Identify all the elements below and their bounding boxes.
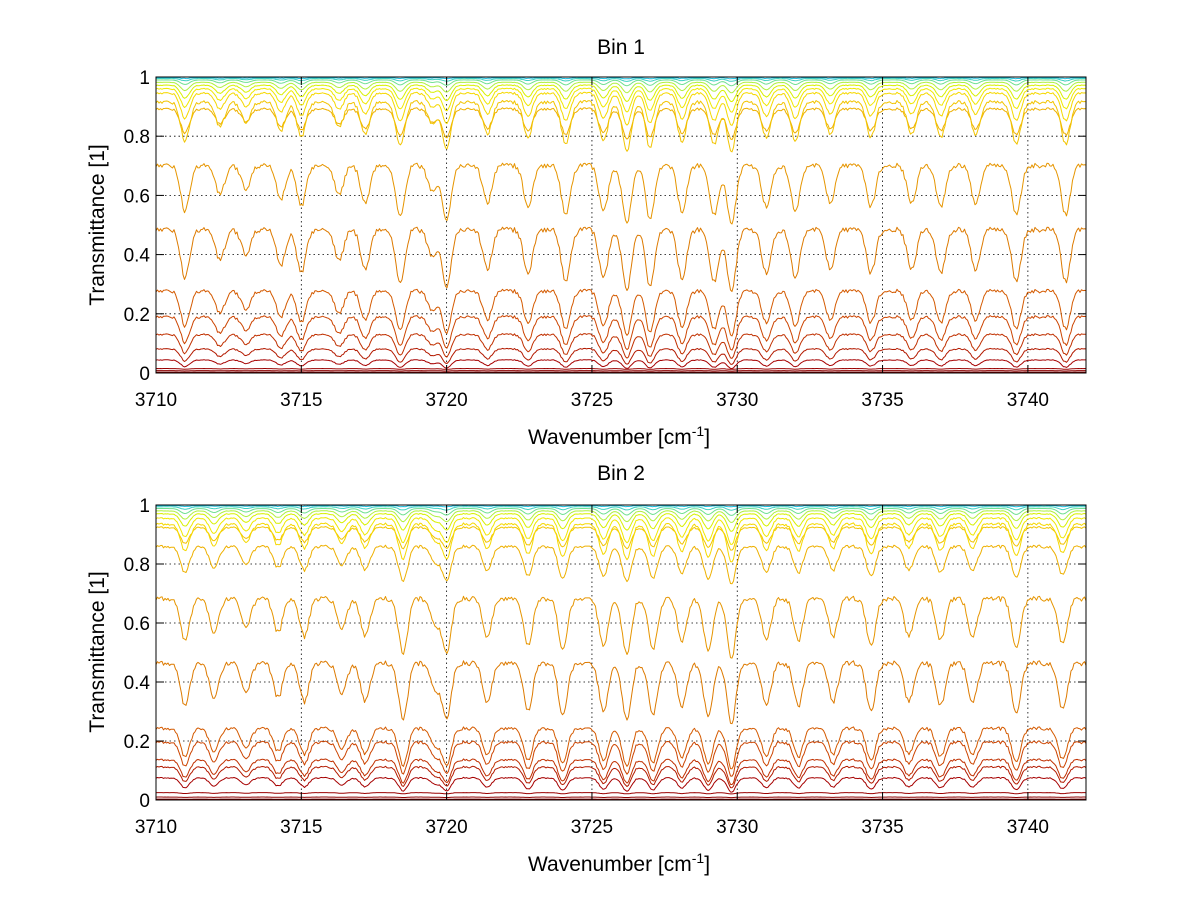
transmittance-series-line bbox=[155, 333, 1087, 359]
x-tick-labels: 3710 3715 3720 3725 3730 3735 3740 bbox=[135, 390, 1049, 411]
x-tick-label: 3740 bbox=[1007, 817, 1049, 838]
transmittance-series-line bbox=[155, 288, 1087, 337]
x-tick-label: 3725 bbox=[571, 390, 613, 411]
transmittance-series-line bbox=[156, 370, 1086, 372]
y-tick-labels: 0 0.2 0.4 0.6 0.8 1 bbox=[124, 496, 151, 812]
chart-title: Bin 1 bbox=[597, 36, 645, 59]
transmittance-series-line bbox=[155, 522, 1087, 563]
transmittance-series-line bbox=[155, 776, 1087, 793]
y-axis-label: Transmittance [1] bbox=[86, 144, 109, 305]
subplot-bin-1: Bin 1 3710 3715 3720 3725 3730 3735 3740 00.20… bbox=[86, 36, 1087, 449]
ticks bbox=[155, 504, 1086, 801]
x-tick-labels: 3710 3715 3720 3725 3730 3735 3740 bbox=[135, 817, 1049, 838]
y-tick-label: 0 bbox=[139, 791, 150, 812]
transmittance-series-line bbox=[155, 506, 1087, 511]
axes-frame bbox=[155, 76, 1087, 374]
y-axis-label: Transmittance [1] bbox=[86, 571, 109, 732]
transmittance-series-line bbox=[155, 315, 1087, 351]
y-tick-label: 0.4 bbox=[124, 246, 151, 267]
transmittance-series-line bbox=[155, 84, 1087, 103]
transmittance-series-line bbox=[155, 226, 1087, 292]
x-axis-label: Wavenumber [cm-1] bbox=[528, 423, 710, 449]
series-group bbox=[155, 504, 1087, 800]
x-tick-label: 3720 bbox=[425, 817, 467, 838]
y-tick-label: 1 bbox=[139, 496, 150, 517]
axes-frame bbox=[155, 504, 1087, 801]
y-tick-label: 0.6 bbox=[124, 186, 150, 207]
transmittance-series-line bbox=[155, 91, 1087, 126]
transmittance-series-line bbox=[156, 508, 1086, 516]
ticks bbox=[155, 76, 1086, 374]
y-tick-label: 0.8 bbox=[124, 555, 150, 576]
transmittance-series-line bbox=[155, 76, 1087, 80]
y-tick-label: 0.6 bbox=[124, 614, 150, 635]
x-tick-label: 3715 bbox=[280, 390, 322, 411]
transmittance-series-line bbox=[155, 162, 1087, 225]
x-tick-label: 3735 bbox=[861, 390, 903, 411]
transmittance-series-line bbox=[155, 100, 1087, 153]
x-tick-label: 3730 bbox=[716, 390, 758, 411]
transmittance-series-line bbox=[155, 544, 1087, 585]
series-group bbox=[155, 76, 1087, 373]
x-tick-label: 3720 bbox=[425, 390, 467, 411]
x-axis-label: Wavenumber [cm-1] bbox=[528, 850, 710, 876]
x-tick-label: 3715 bbox=[280, 817, 322, 838]
transmittance-series-line bbox=[155, 660, 1087, 725]
y-tick-label: 0.2 bbox=[124, 732, 150, 753]
transmittance-series-line bbox=[155, 368, 1087, 370]
transmittance-series-line bbox=[155, 595, 1087, 659]
transmittance-series-line bbox=[155, 77, 1086, 82]
y-tick-label: 0.2 bbox=[124, 305, 150, 326]
x-tick-label: 3730 bbox=[716, 817, 758, 838]
transmittance-series-line bbox=[155, 359, 1086, 370]
transmittance-series-line bbox=[155, 510, 1087, 523]
transmittance-series-line bbox=[155, 504, 1087, 508]
transmittance-series-line bbox=[155, 792, 1087, 795]
transmittance-series-line bbox=[155, 758, 1087, 786]
y-tick-label: 0.4 bbox=[124, 673, 151, 694]
y-tick-label: 0 bbox=[139, 364, 150, 385]
transmittance-series-line bbox=[155, 81, 1086, 94]
x-tick-label: 3740 bbox=[1007, 390, 1049, 411]
x-tick-label: 3725 bbox=[571, 817, 613, 838]
transmittance-series-line bbox=[155, 512, 1087, 532]
x-tick-label: 3735 bbox=[861, 817, 903, 838]
transmittance-series-line bbox=[155, 347, 1087, 365]
x-tick-label: 3710 bbox=[135, 817, 177, 838]
y-tick-labels: 0 0.2 0.4 0.6 0.8 1 bbox=[124, 68, 151, 385]
chart-title: Bin 2 bbox=[597, 462, 645, 485]
transmittance-series-line bbox=[155, 87, 1087, 113]
transmittance-series-line bbox=[155, 726, 1087, 770]
transmittance-series-line bbox=[155, 517, 1087, 545]
transmittance-series-line bbox=[155, 79, 1086, 87]
transmittance-series-line bbox=[155, 740, 1087, 777]
x-tick-label: 3710 bbox=[135, 390, 177, 411]
y-tick-label: 1 bbox=[139, 68, 150, 89]
transmittance-series-line bbox=[155, 796, 1087, 799]
subplot-bin-2: Bin 2 3710 3715 3720 3725 3730 3735 3740 00.20… bbox=[86, 462, 1087, 876]
transmittance-series-line bbox=[155, 765, 1087, 789]
y-tick-label: 0.8 bbox=[124, 127, 150, 148]
